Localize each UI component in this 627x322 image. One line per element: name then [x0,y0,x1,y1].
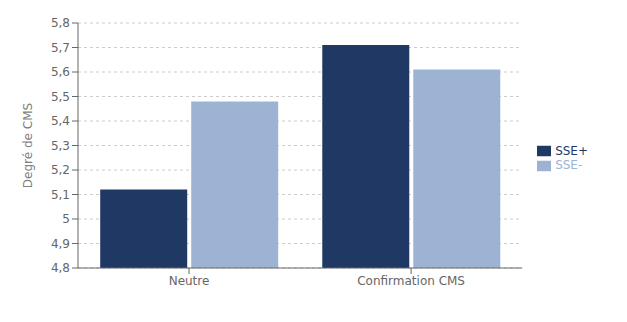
svg-text:5: 5 [62,212,70,226]
svg-text:5,2: 5,2 [51,163,70,177]
svg-text:Degré de CMS: Degré de CMS [21,103,35,188]
svg-text:4,8: 4,8 [51,261,70,275]
svg-text:5,6: 5,6 [51,65,70,79]
svg-text:Neutre: Neutre [169,274,210,288]
svg-text:5,5: 5,5 [51,90,70,104]
svg-text:5,7: 5,7 [51,41,70,55]
svg-text:4,9: 4,9 [51,237,70,251]
svg-text:Confirmation CMS: Confirmation CMS [357,274,465,288]
svg-text:5,3: 5,3 [51,139,70,153]
svg-text:5,1: 5,1 [51,188,70,202]
html-text:SSE-: SSE- [555,158,583,172]
html-text:SSE+: SSE+ [555,143,588,158]
svg-text:5,8: 5,8 [51,16,70,30]
svg-text:5,4: 5,4 [51,114,70,128]
